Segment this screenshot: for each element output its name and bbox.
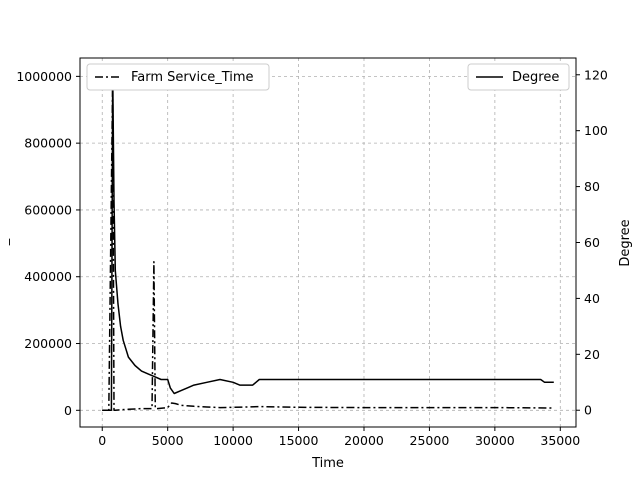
left-y-tick-label: 600000 — [24, 202, 72, 217]
left-y-tick-label: 400000 — [24, 269, 72, 284]
left-y-tick-label: 800000 — [24, 136, 72, 151]
plot-frame — [79, 57, 577, 428]
right-y-tick-label: 60 — [584, 235, 600, 250]
x-tick-label: 5000 — [152, 433, 184, 448]
x-tick-label: 10000 — [213, 433, 253, 448]
legend-left-label: Farm Service_Time — [131, 70, 254, 85]
legend-left: Farm Service_Time — [86, 63, 270, 91]
right-y-tick-label: 0 — [584, 403, 592, 418]
left-y-tick-label: 1000000 — [16, 69, 72, 84]
x-tick-label: 30000 — [475, 433, 515, 448]
right-y-tick-label: 80 — [584, 179, 600, 194]
legend-left-box — [86, 63, 270, 91]
x-tick-label: 20000 — [344, 433, 384, 448]
x-axis-label: Time — [311, 456, 344, 471]
right-y-tick-label: 100 — [584, 123, 608, 138]
left-y-tick-label: 200000 — [24, 336, 72, 351]
legend-right-label: Degree — [512, 70, 559, 85]
series-line-farm-service-time — [102, 75, 554, 412]
series-line-degree — [102, 71, 554, 411]
right-y-tick-label: 20 — [584, 347, 600, 362]
left-y-axis-label: _ — [0, 238, 11, 246]
right-y-axis-label: Degree — [618, 219, 633, 266]
legend-right: Degree — [467, 63, 570, 91]
left-y-tick-label: 0 — [64, 403, 72, 418]
left-y-axis-ticks: 0 200000 400000 600000 800000 1000000 — [16, 69, 80, 418]
x-axis-ticks: 0 5000 10000 15000 20000 25000 30000 35000 — [98, 427, 580, 448]
grid — [80, 58, 576, 427]
x-tick-label: 15000 — [279, 433, 319, 448]
x-tick-label: 35000 — [540, 433, 580, 448]
right-y-tick-label: 120 — [584, 67, 608, 82]
right-y-axis-ticks: 0 20 40 60 80 100 120 — [576, 67, 608, 418]
series-lines — [102, 71, 554, 412]
x-tick-label: 25000 — [410, 433, 450, 448]
x-tick-label: 0 — [98, 433, 106, 448]
right-y-tick-label: 40 — [584, 291, 600, 306]
legend-right-box — [467, 63, 570, 91]
